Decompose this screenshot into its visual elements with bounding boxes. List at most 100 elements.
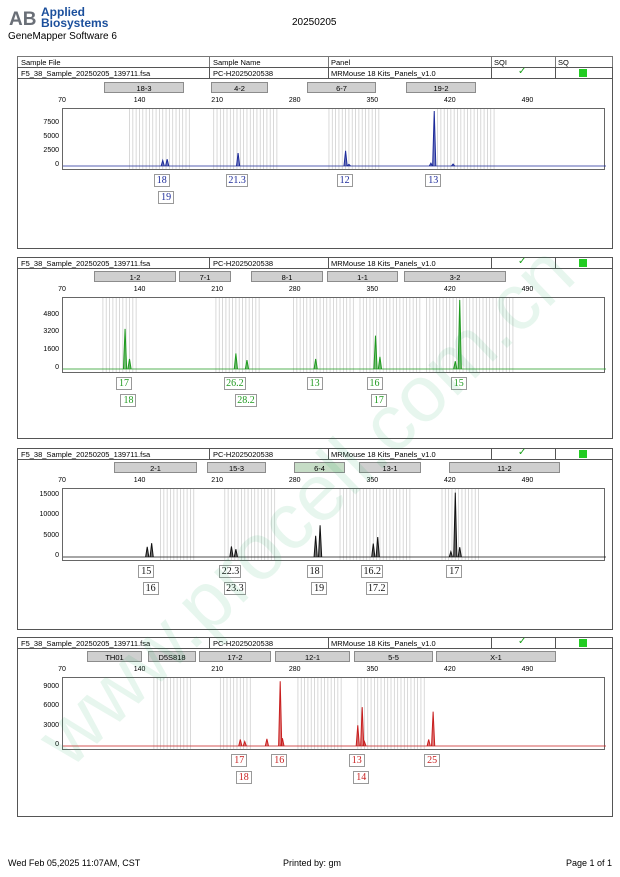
sample-info-row: F5_38_Sample_20250205_139711.fsa PC-H2025… (18, 66, 612, 79)
marker-bin-label[interactable]: 12-1 (275, 651, 350, 662)
peak[interactable] (149, 543, 154, 558)
allele-call-label[interactable]: 16 (142, 582, 159, 595)
allele-call-label[interactable]: 15 (138, 565, 155, 578)
allele-call-label[interactable]: 18 (153, 174, 170, 187)
peak[interactable] (453, 361, 458, 370)
allele-call-label[interactable]: 13 (306, 377, 323, 390)
marker-bin-label[interactable]: 7-1 (179, 271, 231, 282)
allele-call-label[interactable]: 17 (116, 377, 133, 390)
allele-call-label[interactable]: 19 (311, 582, 328, 595)
peak[interactable] (346, 163, 351, 167)
peak[interactable] (428, 162, 433, 167)
peak[interactable] (360, 707, 365, 747)
peak[interactable] (355, 725, 360, 747)
marker-bin-label[interactable]: 19-2 (406, 82, 476, 93)
sample-info-row: F5_38_Sample_20250205_139711.fsa PC-H2025… (18, 447, 612, 460)
allele-call-label[interactable]: 13 (348, 754, 365, 767)
allele-call-label[interactable]: 16 (366, 377, 383, 390)
electropherogram-plot (62, 488, 606, 561)
y-axis-tick-label: 9000 (43, 682, 59, 690)
x-axis-tick-label: 140 (133, 477, 146, 484)
x-axis-tick-label: 140 (133, 286, 146, 293)
peak[interactable] (448, 549, 453, 558)
allele-call-label[interactable]: 23.3 (223, 582, 246, 595)
marker-bin-label[interactable]: 1-2 (94, 271, 176, 282)
marker-bin-label[interactable]: TH01 (87, 651, 142, 662)
peak[interactable] (377, 356, 383, 370)
x-axis-tick-label: 280 (288, 477, 301, 484)
marker-bin-label[interactable]: 6-4 (294, 462, 345, 473)
peak[interactable] (457, 547, 462, 558)
allele-call-label[interactable]: 17 (370, 394, 387, 407)
sqi-check-icon: ✓ (518, 447, 527, 458)
allele-call-label[interactable]: 22.3 (219, 565, 242, 578)
marker-bin-label[interactable]: 6-7 (307, 82, 376, 93)
allele-call-label[interactable]: 16 (271, 754, 288, 767)
allele-call-label[interactable]: 16.2 (361, 565, 384, 578)
peak[interactable] (375, 536, 380, 558)
marker-bin-label[interactable]: 15-3 (207, 462, 266, 473)
peak[interactable] (426, 739, 431, 747)
allele-call-label[interactable]: 25 (424, 754, 441, 767)
marker-bin-label[interactable]: 3-2 (404, 271, 506, 282)
marker-bin-label[interactable]: 8-1 (251, 271, 323, 282)
allele-call-label[interactable]: 12 (336, 174, 353, 187)
marker-bin-label[interactable]: 1-1 (327, 271, 398, 282)
allele-call-label[interactable]: 21.3 (226, 174, 249, 187)
peak[interactable] (244, 360, 250, 370)
page-title: 20250205 (292, 17, 337, 28)
peak[interactable] (122, 328, 128, 370)
peak[interactable] (451, 163, 456, 167)
peak[interactable] (235, 153, 241, 167)
marker-bin-label[interactable]: 17-2 (199, 651, 271, 662)
marker-bin-label[interactable]: 13-1 (359, 462, 421, 473)
peak[interactable] (457, 299, 462, 370)
allele-call-label[interactable]: 18 (120, 394, 137, 407)
peak[interactable] (432, 110, 437, 167)
allele-call-label[interactable]: 19 (158, 191, 175, 204)
peak[interactable] (317, 525, 323, 558)
peak[interactable] (264, 738, 269, 747)
marker-bin-label[interactable]: 18-3 (104, 82, 184, 93)
marker-bin-label[interactable]: 11-2 (449, 462, 560, 473)
peak[interactable] (160, 158, 165, 167)
marker-bin-label[interactable]: 2-1 (114, 462, 197, 473)
allele-call-label[interactable]: 15 (450, 377, 467, 390)
allele-call-label[interactable]: 17 (231, 754, 248, 767)
peak[interactable] (280, 738, 285, 747)
sample-file: F5_38_Sample_20250205_139711.fsa (21, 69, 151, 78)
allele-call-label[interactable]: 17 (446, 565, 463, 578)
allele-call-label[interactable]: 14 (353, 771, 370, 784)
allele-call-label[interactable]: 13 (425, 174, 442, 187)
peak[interactable] (313, 535, 318, 558)
peak[interactable] (233, 549, 238, 558)
peak[interactable] (453, 492, 458, 558)
peak[interactable] (145, 546, 150, 558)
peak[interactable] (373, 335, 378, 370)
peak[interactable] (127, 358, 132, 370)
sq-status-icon (579, 259, 587, 267)
x-axis-tick-label: 490 (521, 666, 534, 673)
allele-call-label[interactable]: 26.2 (223, 377, 246, 390)
allele-call-label[interactable]: 18 (235, 771, 252, 784)
allele-call-label[interactable]: 28.2 (234, 394, 257, 407)
peak[interactable] (238, 739, 243, 747)
peak[interactable] (242, 739, 247, 747)
peak[interactable] (233, 353, 238, 370)
peak[interactable] (343, 150, 348, 167)
marker-bin-label[interactable]: 5-5 (354, 651, 433, 662)
marker-bin-label[interactable]: D5S818 (148, 651, 196, 662)
peak[interactable] (313, 358, 318, 370)
peak[interactable] (371, 543, 376, 558)
peak[interactable] (362, 739, 367, 747)
allele-call-label[interactable]: 17.2 (365, 582, 388, 595)
marker-bin-label[interactable]: 4-2 (211, 82, 268, 93)
footer-date: Wed Feb 05,2025 11:07AM, CST (8, 858, 141, 868)
marker-bin-label[interactable]: X-1 (436, 651, 556, 662)
peak[interactable] (229, 546, 234, 558)
peak[interactable] (278, 681, 283, 747)
peak[interactable] (431, 711, 436, 747)
allele-call-label[interactable]: 18 (306, 565, 323, 578)
y-axis-tick-label: 10000 (39, 511, 59, 519)
peak[interactable] (165, 159, 170, 167)
